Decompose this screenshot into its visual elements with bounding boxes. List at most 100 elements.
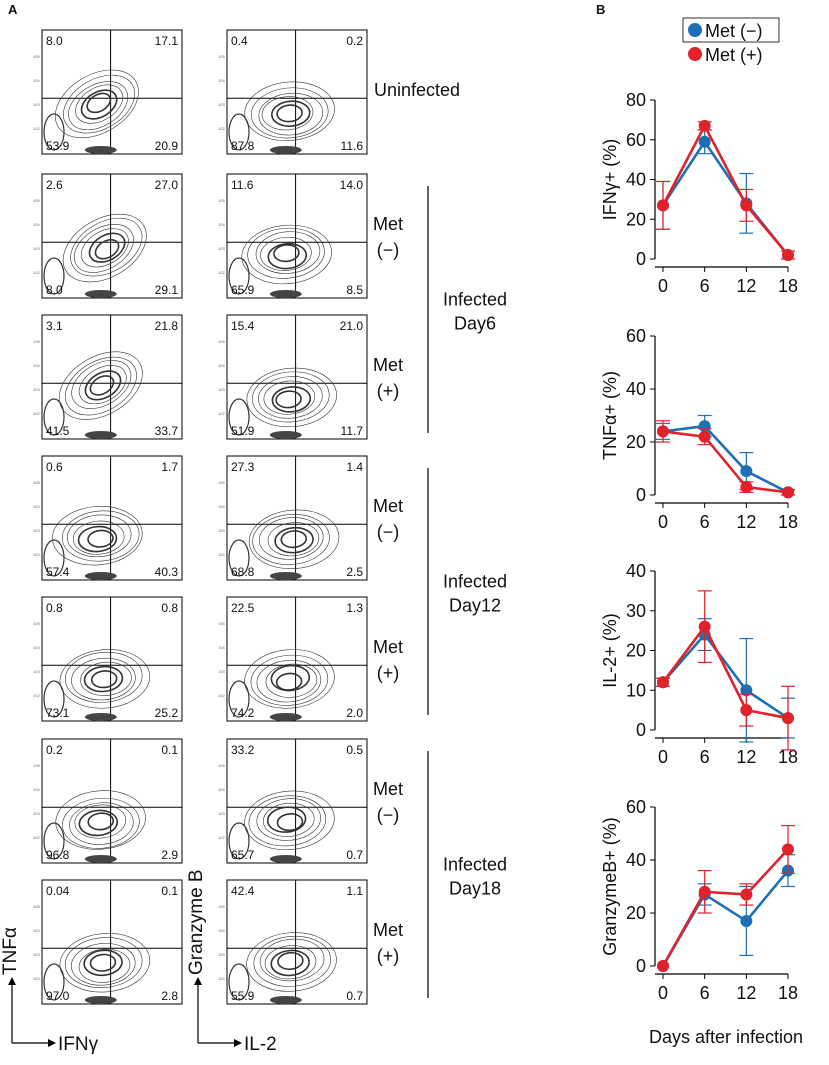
plot-frame: [226, 596, 368, 722]
contour-line: [68, 81, 129, 131]
contour-line: [88, 232, 126, 263]
y-tick-label: 0: [636, 720, 646, 740]
contour-line: [246, 932, 337, 992]
plot-frame: [41, 455, 183, 581]
contour-line: [275, 672, 303, 691]
quadrant-value: 0.8: [46, 601, 63, 615]
plot-frame: [41, 738, 183, 864]
contour-line: [87, 812, 115, 831]
contour-plot: 102 103 104 105 33.2 0.5 65.7 0.7: [218, 738, 368, 864]
contour-line: [58, 351, 143, 420]
plot-frame: [226, 314, 368, 440]
axis-tick-label: 105: [218, 763, 225, 768]
contour-plot: 102 103 104 105 15.4 21.0 51.9 11.7: [218, 314, 368, 440]
quadrant-value: 1.1: [346, 884, 363, 898]
axis-tick-label: 102: [33, 126, 40, 131]
y-tick-label: 20: [626, 209, 646, 229]
contour-line: [84, 431, 117, 439]
contour-line: [228, 822, 250, 860]
y-tick-label: 40: [626, 850, 646, 870]
data-point: [740, 684, 753, 697]
axis-tick-label: 102: [218, 270, 225, 275]
contour-line: [244, 649, 335, 709]
met-sign: (−): [377, 805, 400, 825]
y-tick-label: 80: [626, 90, 646, 110]
y-axis-title: GranzymeB+ (%): [600, 817, 620, 956]
contour-line: [228, 539, 250, 577]
plot-frame: [41, 596, 183, 722]
contour-plot: 102 103 104 105 2.6 27.0 8.0 29.1: [33, 173, 183, 299]
legend: Met (−) Met (+): [682, 17, 780, 65]
plot-frame: [226, 29, 368, 155]
data-point: [698, 885, 711, 898]
contour-line: [62, 797, 140, 849]
quadrant-value: 33.2: [231, 743, 255, 757]
quadrant-value: 74.2: [231, 706, 255, 720]
contour-line: [43, 113, 65, 151]
axis-tick-label: 105: [33, 339, 40, 344]
contour-line: [252, 371, 330, 423]
contour-line: [263, 380, 316, 415]
quadrant-value: 8.5: [346, 283, 363, 297]
axis-tick-label: 104: [218, 787, 225, 792]
contour-line: [65, 651, 143, 703]
contour-line: [280, 530, 308, 549]
axis-tick-label: 105: [33, 904, 40, 909]
contour-line: [244, 81, 335, 141]
plot-frame: [226, 173, 368, 299]
data-point: [698, 119, 711, 132]
axis-tick-label: 105: [218, 480, 225, 485]
axis-tick-label: 105: [218, 54, 225, 59]
x-tick-label: 0: [658, 512, 668, 532]
contour-line: [94, 238, 120, 260]
quadrant-value: 87.8: [231, 139, 255, 153]
contour-line: [55, 790, 146, 850]
quadrant-value: 40.3: [155, 565, 179, 579]
met-sign: (+): [377, 381, 400, 401]
y-axis-title: IFNγ+ (%): [600, 139, 620, 221]
contour-line: [270, 949, 310, 977]
contour-line: [277, 951, 304, 971]
contour-line: [276, 104, 303, 123]
met-sign: (−): [377, 240, 400, 260]
legend-marker: [688, 47, 702, 61]
contour-line: [71, 657, 136, 701]
x-tick-label: 6: [700, 512, 710, 532]
axis-tick-label: 104: [33, 928, 40, 933]
x-tick-label: 12: [736, 983, 756, 1003]
contour-line: [269, 431, 302, 439]
axis-tick-label: 103: [218, 669, 225, 674]
quadrant-value: 8.0: [46, 283, 63, 297]
axis-tick-label: 104: [218, 363, 225, 368]
x-axis-arrowhead: [234, 1039, 242, 1047]
contour-line: [269, 146, 302, 154]
contour-line: [276, 813, 304, 832]
contour-line: [244, 790, 335, 851]
quadrant-value: 55.9: [231, 989, 255, 1003]
quadrant-value: 0.1: [161, 743, 178, 757]
contour-line: [43, 680, 65, 718]
contour-line: [43, 257, 65, 295]
contour-plot: 102 103 104 105 8.0 17.1 53.9 20.9: [33, 29, 183, 155]
plot-frame: [226, 738, 368, 864]
quadrant-value: 3.1: [46, 319, 63, 333]
axis-tick-label: 102: [218, 126, 225, 131]
series-line: [661, 139, 790, 256]
group-label: Day6: [454, 314, 496, 334]
axis-tick-label: 102: [218, 411, 225, 416]
x-tick-label: 12: [736, 276, 756, 296]
y-axis-arrowhead: [194, 977, 202, 985]
quadrant-value: 0.6: [46, 460, 63, 474]
contour-line: [228, 398, 250, 436]
quadrant-value: 1.4: [346, 460, 363, 474]
contour-plot: 102 103 104 105 11.6 14.0 65.9 8.5: [218, 173, 368, 299]
quadrant-value: 96.8: [46, 848, 70, 862]
quadrant-value: 2.0: [346, 706, 363, 720]
met-label: Met: [373, 496, 403, 516]
axis-tick-label: 104: [218, 78, 225, 83]
contour-line: [275, 390, 302, 409]
axis-tick-label: 104: [33, 787, 40, 792]
x-tick-label: 18: [778, 983, 798, 1003]
x-tick-label: 18: [778, 747, 798, 767]
